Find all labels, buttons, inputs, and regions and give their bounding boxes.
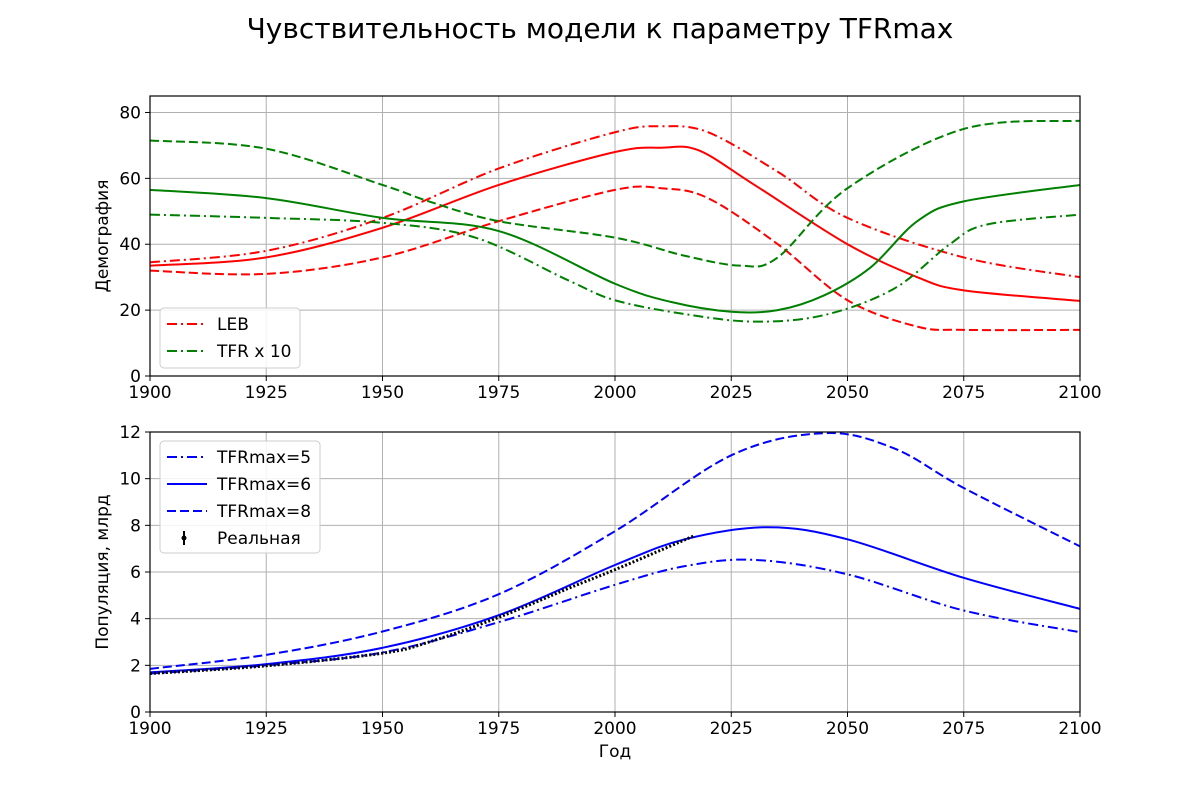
x-axis-label: Год bbox=[599, 742, 632, 762]
legend-box bbox=[159, 440, 321, 554]
x-tick-label: 2000 bbox=[593, 719, 636, 739]
figure-title: Чувствительность модели к параметру TFRm… bbox=[247, 12, 954, 45]
x-tick-label: 2075 bbox=[942, 719, 985, 739]
y-tick-label: 2 bbox=[130, 656, 141, 676]
x-tick-label: 1975 bbox=[477, 383, 520, 403]
x-tick-label: 2025 bbox=[710, 383, 753, 403]
y-tick-label: 6 bbox=[130, 563, 141, 583]
x-tick-label: 2100 bbox=[1058, 719, 1101, 739]
x-tick-label: 1925 bbox=[245, 383, 288, 403]
series-line-4 bbox=[150, 534, 695, 675]
x-tick-label: 1950 bbox=[361, 383, 404, 403]
chart-panels: 1900 1925 1950 1975 2000 2025 2050 2075 21000204… bbox=[93, 95, 1102, 762]
series-line-3 bbox=[150, 185, 1080, 332]
plot-frame bbox=[149, 431, 1081, 713]
y-tick-label: 40 bbox=[119, 235, 141, 255]
y-tick-label: 0 bbox=[130, 367, 141, 387]
chart-panel-1: 1900 1925 1950 1975 2000 2025 2050 2075 2100 0 20 4… bbox=[93, 95, 1102, 403]
x-tick-label: 2025 bbox=[710, 719, 753, 739]
series-line-4 bbox=[150, 119, 1080, 268]
x-tick-label: 2100 bbox=[1058, 383, 1101, 403]
y-tick-label: 8 bbox=[130, 516, 141, 536]
series-line-5 bbox=[150, 183, 1080, 314]
legend-marker bbox=[181, 535, 187, 541]
x-tick-label: 2050 bbox=[826, 383, 869, 403]
chart-panel-2: 1900 1925 1950 1975 2000 2025 2050 2075 2100 0 2 4 6… bbox=[93, 423, 1102, 762]
legend-label: TFRmax=8 bbox=[216, 502, 311, 522]
x-tick-label: 2050 bbox=[826, 719, 869, 739]
series-line-1 bbox=[150, 125, 1080, 279]
x-tick-label: 2000 bbox=[593, 383, 636, 403]
y-tick-label: 0 bbox=[130, 703, 141, 723]
legend: LEB TFR x 10 bbox=[159, 307, 301, 369]
legend-label: TFRmax=5 bbox=[216, 448, 311, 468]
x-tick-label: 1950 bbox=[361, 719, 404, 739]
legend: TFRmax=5 TFRmax=6 TFRmax=8 Реальная bbox=[159, 440, 321, 554]
y-tick-label: 4 bbox=[130, 610, 141, 630]
legend-label: TFR x 10 bbox=[216, 342, 291, 362]
legend-label: LEB bbox=[217, 315, 249, 335]
series-line-2 bbox=[150, 145, 1080, 302]
series-group bbox=[150, 432, 1080, 675]
x-tick-label: 1900 bbox=[128, 719, 171, 739]
series-line-6 bbox=[150, 213, 1080, 323]
y-tick-label: 10 bbox=[119, 470, 141, 490]
series-line-3 bbox=[150, 432, 1080, 670]
y-tick-label: 20 bbox=[119, 301, 141, 321]
x-tick-label: 1975 bbox=[477, 719, 520, 739]
y-tick-label: 60 bbox=[119, 169, 141, 189]
x-tick-label: 1900 bbox=[128, 383, 171, 403]
series-line-2 bbox=[150, 526, 1080, 674]
y-axis-label: Демография bbox=[93, 180, 113, 293]
series-group bbox=[150, 119, 1080, 332]
y-axis-label: Популяция, млрд bbox=[93, 494, 113, 649]
legend-label: Реальная bbox=[217, 529, 301, 549]
y-tick-label: 12 bbox=[119, 423, 141, 443]
x-tick-label: 2075 bbox=[942, 383, 985, 403]
x-tick-label: 1925 bbox=[245, 719, 288, 739]
y-tick-label: 80 bbox=[119, 103, 141, 123]
legend-label: TFRmax=6 bbox=[216, 475, 311, 495]
plot-frame bbox=[149, 95, 1081, 377]
